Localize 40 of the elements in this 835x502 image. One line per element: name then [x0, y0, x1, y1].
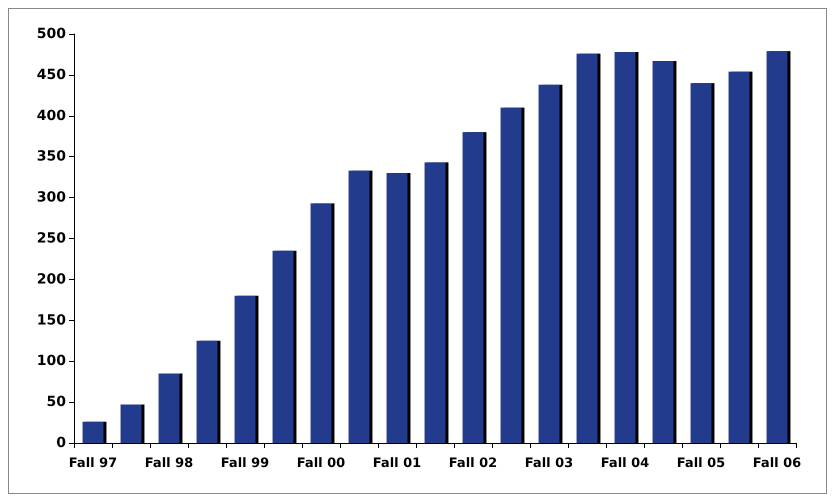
y-tick-label: 200 [36, 271, 66, 288]
y-tick-label: 350 [36, 148, 66, 165]
bar [310, 203, 332, 443]
bar [500, 108, 522, 443]
bar [652, 60, 674, 443]
bar [196, 340, 218, 443]
y-tick-label: 300 [36, 190, 66, 206]
bar [766, 51, 788, 443]
bar [614, 52, 636, 443]
bar [462, 132, 484, 443]
bar [234, 296, 256, 443]
bar [538, 84, 560, 443]
bar [120, 404, 142, 443]
x-tick-label: Fall 98 [144, 456, 194, 471]
x-tick-label: Fall 00 [296, 456, 346, 471]
y-tick-label: 50 [46, 394, 66, 410]
x-tick-label: Fall 99 [220, 456, 270, 471]
y-tick-label: 150 [36, 312, 66, 328]
x-tick-label: Fall 05 [676, 456, 726, 471]
y-tick-label: 0 [56, 435, 66, 451]
y-tick-label: 400 [36, 108, 66, 124]
bar [158, 373, 180, 443]
bar [728, 72, 750, 443]
x-tick-label: Fall 06 [752, 456, 802, 471]
bar [576, 54, 598, 443]
y-tick-label: 450 [36, 66, 66, 83]
y-tick-label: 100 [36, 353, 66, 370]
x-tick-label: Fall 02 [448, 456, 498, 471]
bar [348, 170, 370, 443]
bar [424, 162, 446, 443]
x-tick-label: Fall 97 [68, 456, 118, 471]
bar [690, 83, 712, 443]
x-tick-label: Fall 04 [600, 456, 650, 471]
x-tick-label: Fall 01 [372, 456, 422, 471]
x-tick-label: Fall 03 [524, 456, 574, 471]
y-tick-label: 500 [36, 26, 66, 42]
bar [386, 173, 408, 443]
y-tick-label: 250 [36, 230, 66, 246]
bar [272, 250, 294, 443]
bar [82, 422, 104, 443]
